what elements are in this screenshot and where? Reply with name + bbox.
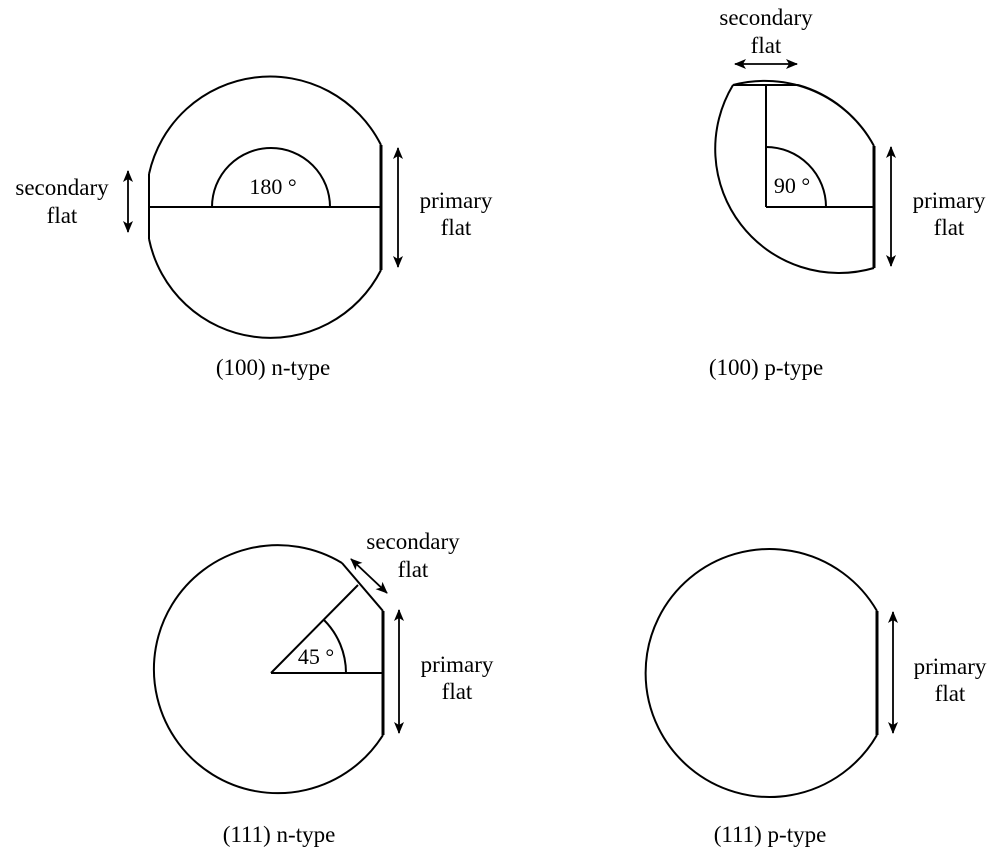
diagonal-radius: [270, 584, 359, 674]
primary-flat-label-line1: primary: [914, 654, 987, 679]
angle-label: 45 °: [298, 644, 334, 669]
angle-label: 90 °: [774, 173, 810, 198]
angle-arc: [765, 146, 827, 208]
primary-flat-label-line2: flat: [935, 681, 966, 706]
wafer-outline: [148, 75, 382, 339]
primary-flat-label-line2: flat: [442, 679, 473, 704]
primary-flat-label-line1: primary: [420, 188, 493, 213]
secondary-flat-label-line2: flat: [751, 33, 782, 58]
wafer-caption: (100) n-type: [216, 355, 330, 380]
wafer-outline: [644, 548, 878, 798]
angle-arc: [211, 147, 331, 208]
wafer-outline: [714, 79, 875, 274]
wafer-outline: [152, 544, 384, 795]
primary-flat-label-line1: primary: [421, 652, 494, 677]
primary-flat-label-line2: flat: [934, 215, 965, 240]
secondary-flat-arrow: [350, 558, 388, 594]
secondary-flat-label-line2: flat: [398, 557, 429, 582]
wafer-100-p-type: 90 ° primary flat secondary flat (100) p…: [709, 5, 986, 380]
angle-label: 180 °: [249, 174, 296, 199]
secondary-flat-label-line1: secondary: [366, 529, 460, 554]
wafer-caption: (111) n-type: [223, 822, 336, 847]
secondary-flat-label-line1: secondary: [719, 5, 813, 30]
primary-flat-label-line1: primary: [913, 188, 986, 213]
angle-arc: [323, 619, 347, 674]
secondary-flat-label-line1: secondary: [15, 175, 109, 200]
wafer-111-n-type: 45 ° primary flat secondary flat (111) n…: [152, 529, 494, 847]
wafer-caption: (111) p-type: [714, 822, 827, 847]
primary-flat-label-line2: flat: [441, 215, 472, 240]
wafer-111-p-type: primary flat (111) p-type: [644, 548, 987, 847]
secondary-flat-label-line2: flat: [47, 203, 78, 228]
wafer-100-n-type: 180 ° primary flat secondary flat (100) …: [15, 75, 493, 380]
wafer-caption: (100) p-type: [709, 355, 823, 380]
